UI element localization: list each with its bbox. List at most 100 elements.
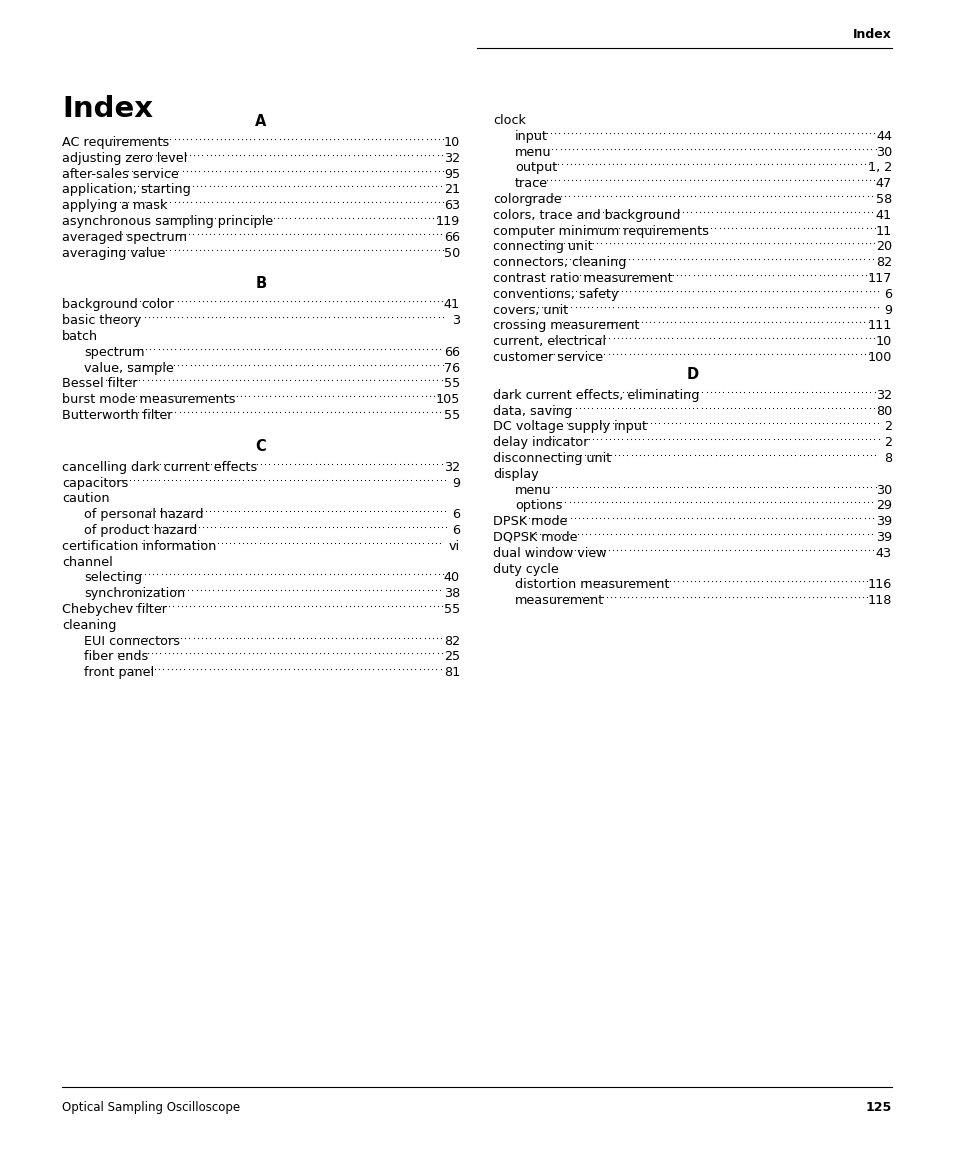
Text: 8: 8 <box>882 452 891 465</box>
Text: 10: 10 <box>443 136 459 150</box>
Text: current, electrical: current, electrical <box>493 335 605 348</box>
Text: dual window view: dual window view <box>493 547 606 560</box>
Text: 63: 63 <box>443 199 459 212</box>
Text: C: C <box>255 439 266 454</box>
Text: delay indicator: delay indicator <box>493 436 588 450</box>
Text: DPSK mode: DPSK mode <box>493 516 567 529</box>
Text: dark current effects, eliminating: dark current effects, eliminating <box>493 388 699 402</box>
Text: 118: 118 <box>866 595 891 607</box>
Text: 11: 11 <box>875 225 891 238</box>
Text: of personal hazard: of personal hazard <box>84 508 203 522</box>
Text: 82: 82 <box>875 256 891 269</box>
Text: application, starting: application, starting <box>62 183 191 196</box>
Text: colorgrade: colorgrade <box>493 194 561 206</box>
Text: 55: 55 <box>443 378 459 391</box>
Text: 29: 29 <box>875 500 891 512</box>
Text: options: options <box>515 500 561 512</box>
Text: 9: 9 <box>883 304 891 316</box>
Text: 40: 40 <box>443 571 459 584</box>
Text: 100: 100 <box>866 351 891 364</box>
Text: 55: 55 <box>443 409 459 422</box>
Text: A: A <box>255 114 267 129</box>
Text: 20: 20 <box>875 240 891 254</box>
Text: channel: channel <box>62 555 112 569</box>
Text: fiber ends: fiber ends <box>84 650 148 663</box>
Text: synchronization: synchronization <box>84 588 185 600</box>
Text: cleaning: cleaning <box>62 619 116 632</box>
Text: output: output <box>515 161 557 174</box>
Text: AC requirements: AC requirements <box>62 136 169 150</box>
Text: value, sample: value, sample <box>84 362 173 374</box>
Text: 3: 3 <box>452 314 459 327</box>
Text: conventions, safety: conventions, safety <box>493 287 618 301</box>
Text: 39: 39 <box>875 516 891 529</box>
Text: 41: 41 <box>875 209 891 221</box>
Text: 66: 66 <box>443 231 459 243</box>
Text: D: D <box>686 366 698 381</box>
Text: 1, 2: 1, 2 <box>867 161 891 174</box>
Text: certification information: certification information <box>62 540 216 553</box>
Text: background color: background color <box>62 298 173 312</box>
Text: Index: Index <box>62 95 152 123</box>
Text: 111: 111 <box>866 320 891 333</box>
Text: 76: 76 <box>443 362 459 374</box>
Text: DQPSK mode: DQPSK mode <box>493 531 577 544</box>
Text: trace: trace <box>515 177 547 190</box>
Text: 39: 39 <box>875 531 891 544</box>
Text: 125: 125 <box>864 1101 891 1114</box>
Text: capacitors: capacitors <box>62 476 129 489</box>
Text: menu: menu <box>515 483 551 496</box>
Text: customer service: customer service <box>493 351 602 364</box>
Text: asynchronous sampling principle: asynchronous sampling principle <box>62 216 273 228</box>
Text: 50: 50 <box>443 247 459 260</box>
Text: 116: 116 <box>867 578 891 591</box>
Text: 66: 66 <box>443 345 459 359</box>
Text: Bessel filter: Bessel filter <box>62 378 137 391</box>
Text: 41: 41 <box>443 298 459 312</box>
Text: 105: 105 <box>436 393 459 406</box>
Text: 21: 21 <box>443 183 459 196</box>
Text: covers, unit: covers, unit <box>493 304 568 316</box>
Text: display: display <box>493 468 538 481</box>
Text: clock: clock <box>493 114 525 127</box>
Text: 95: 95 <box>443 168 459 181</box>
Text: B: B <box>255 276 266 291</box>
Text: computer minimum requirements: computer minimum requirements <box>493 225 708 238</box>
Text: data, saving: data, saving <box>493 404 572 417</box>
Text: vi: vi <box>449 540 459 553</box>
Text: averaged spectrum: averaged spectrum <box>62 231 187 243</box>
Text: 32: 32 <box>443 461 459 474</box>
Text: 6: 6 <box>452 508 459 522</box>
Text: contrast ratio measurement: contrast ratio measurement <box>493 272 672 285</box>
Text: EUI connectors: EUI connectors <box>84 635 180 648</box>
Text: Butterworth filter: Butterworth filter <box>62 409 172 422</box>
Text: batch: batch <box>62 330 98 343</box>
Text: averaging value: averaging value <box>62 247 165 260</box>
Text: 43: 43 <box>875 547 891 560</box>
Text: duty cycle: duty cycle <box>493 562 558 576</box>
Text: 82: 82 <box>443 635 459 648</box>
Text: 117: 117 <box>866 272 891 285</box>
Text: 6: 6 <box>883 287 891 301</box>
Text: caution: caution <box>62 493 110 505</box>
Text: 30: 30 <box>875 483 891 496</box>
Text: 2: 2 <box>883 436 891 450</box>
Text: 32: 32 <box>443 152 459 165</box>
Text: burst mode measurements: burst mode measurements <box>62 393 235 406</box>
Text: 44: 44 <box>875 130 891 143</box>
Text: 10: 10 <box>875 335 891 348</box>
Text: 6: 6 <box>452 524 459 537</box>
Text: distortion measurement: distortion measurement <box>515 578 669 591</box>
Text: input: input <box>515 130 547 143</box>
Text: spectrum: spectrum <box>84 345 144 359</box>
Text: DC voltage supply input: DC voltage supply input <box>493 421 646 433</box>
Text: Index: Index <box>852 28 891 41</box>
Text: menu: menu <box>515 146 551 159</box>
Text: 47: 47 <box>875 177 891 190</box>
Text: 38: 38 <box>443 588 459 600</box>
Text: connecting unit: connecting unit <box>493 240 592 254</box>
Text: of product hazard: of product hazard <box>84 524 197 537</box>
Text: front panel: front panel <box>84 666 154 679</box>
Text: connectors, cleaning: connectors, cleaning <box>493 256 626 269</box>
Text: cancelling dark current effects: cancelling dark current effects <box>62 461 257 474</box>
